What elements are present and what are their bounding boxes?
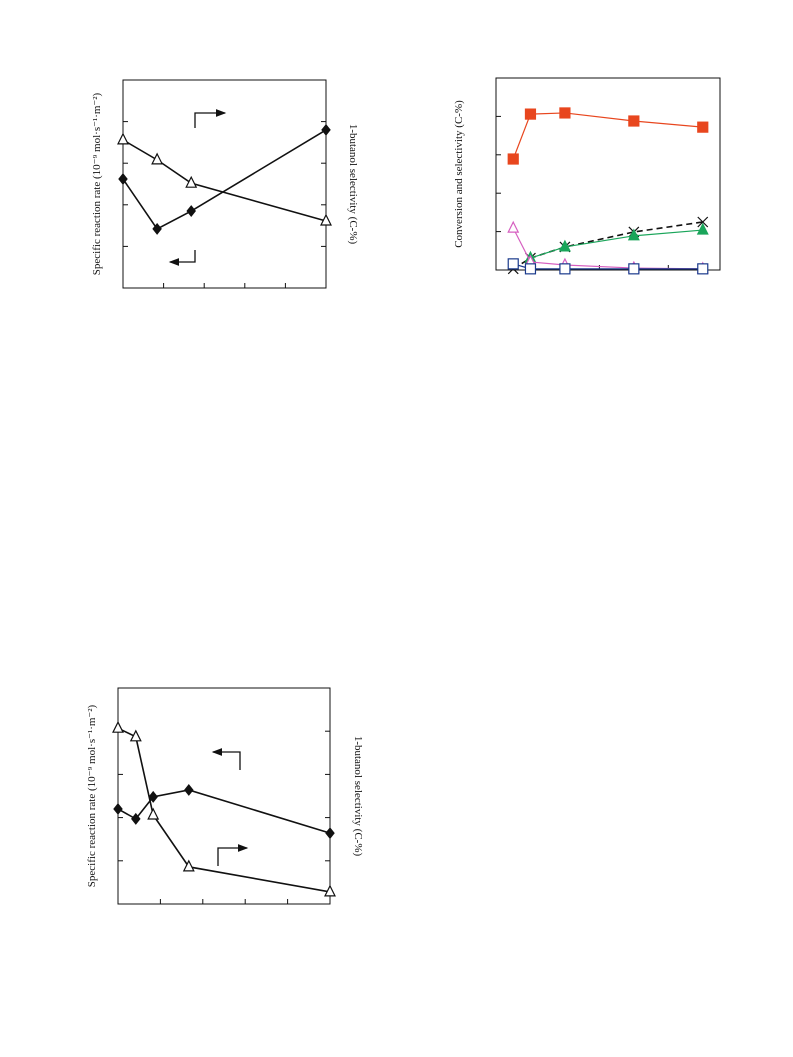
diamond-marker [325,827,335,840]
triangle-marker [185,175,198,188]
triangle-marker [696,222,709,235]
square-marker [559,107,571,119]
chart: Conversion and selectivity (C-%) [453,77,721,275]
diamond-marker [148,790,158,803]
square-marker [524,108,537,120]
chart: Specific reaction rate (10⁻⁹ mol·s⁻¹·m⁻²… [91,79,359,289]
triangle-marker [507,220,520,233]
triangle-marker [151,152,164,165]
square-marker [697,121,709,133]
series-line [512,112,703,160]
diamond-marker [152,222,162,235]
diamond-marker [113,802,123,815]
series-line [122,139,327,222]
square-marker [524,263,537,275]
diamond-marker [321,123,331,136]
diamond-marker [184,783,194,796]
y2-axis-label: 1-butanol selectivity (C-%) [347,124,359,245]
series-line [530,229,703,259]
triangle-marker [129,729,142,742]
triangle-marker [147,807,160,820]
chart: Specific reaction rate (10⁻⁹ mol·s⁻¹·m⁻²… [86,687,364,905]
series-line [117,727,331,893]
annotation-arrows [168,109,249,866]
triangle-marker [558,239,571,252]
plot-frame [495,77,721,271]
diamond-marker [186,205,196,218]
triangle-marker [324,884,336,897]
square-marker [628,263,640,275]
cross-marker [697,216,709,228]
square-marker [559,263,571,275]
triangle-marker [627,228,640,241]
series-line [512,221,703,270]
series-line [122,129,327,230]
plot-frame [117,687,331,905]
y-axis-label: Specific reaction rate (10⁻⁹ mol·s⁻¹·m⁻²… [91,92,103,275]
plot-frame [122,79,327,289]
square-marker [507,258,519,270]
y-axis-label: Specific reaction rate (10⁻⁹ mol·s⁻¹·m⁻²… [86,704,98,887]
triangle-marker [117,132,129,145]
y2-axis-label: 1-butanol selectivity (C-%) [352,736,364,857]
y-axis-label: Conversion and selectivity (C-%) [453,100,465,248]
square-marker [507,153,519,165]
square-marker [697,263,709,275]
square-marker [628,115,640,127]
triangle-marker [182,859,195,872]
diamond-marker [131,812,141,825]
series-line [512,227,703,270]
triangle-marker [320,213,332,226]
triangle-marker [112,720,124,733]
diamond-marker [118,173,128,185]
